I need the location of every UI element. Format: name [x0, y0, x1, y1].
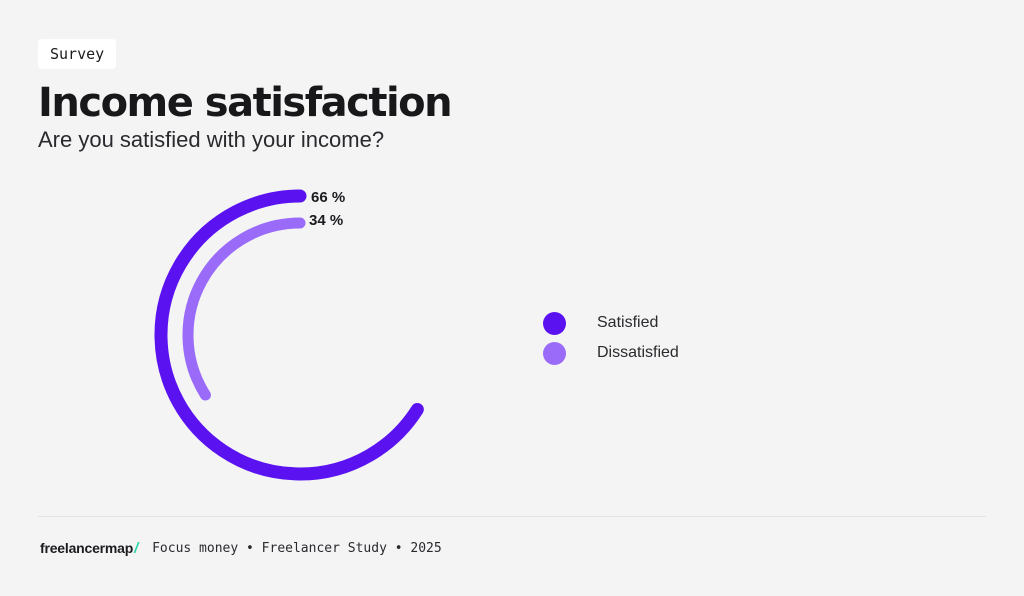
arc-dissatisfied: [182, 217, 306, 401]
source-credit: Focus money • Freelancer Study • 2025: [152, 541, 442, 556]
data-label-satisfied: 66 %: [311, 189, 345, 206]
brand-name: freelancermap: [40, 540, 134, 556]
legend-label-dissatisfied: Dissatisfied: [597, 344, 679, 361]
footer: freelancermap/ Focus money • Freelancer …: [40, 540, 442, 557]
survey-tag: Survey: [38, 39, 117, 69]
legend-label-satisfied: Satisfied: [597, 314, 659, 331]
arc-satisfied: [154, 189, 424, 481]
legend-swatch-satisfied: [543, 311, 566, 335]
chart-legend: Satisfied Dissatisfied: [543, 308, 679, 368]
data-label-dissatisfied: 34 %: [309, 212, 343, 229]
page-subtitle: Are you satisfied with your income?: [38, 127, 385, 152]
page-title: Income satisfaction: [38, 80, 453, 126]
legend-swatch-dissatisfied: [543, 341, 566, 365]
brand-slash-mark: /: [134, 540, 139, 557]
legend-item-satisfied: Satisfied: [543, 308, 679, 338]
legend-item-dissatisfied: Dissatisfied: [543, 338, 679, 368]
brand-logo: freelancermap/: [40, 540, 138, 557]
footer-divider: [38, 516, 986, 517]
